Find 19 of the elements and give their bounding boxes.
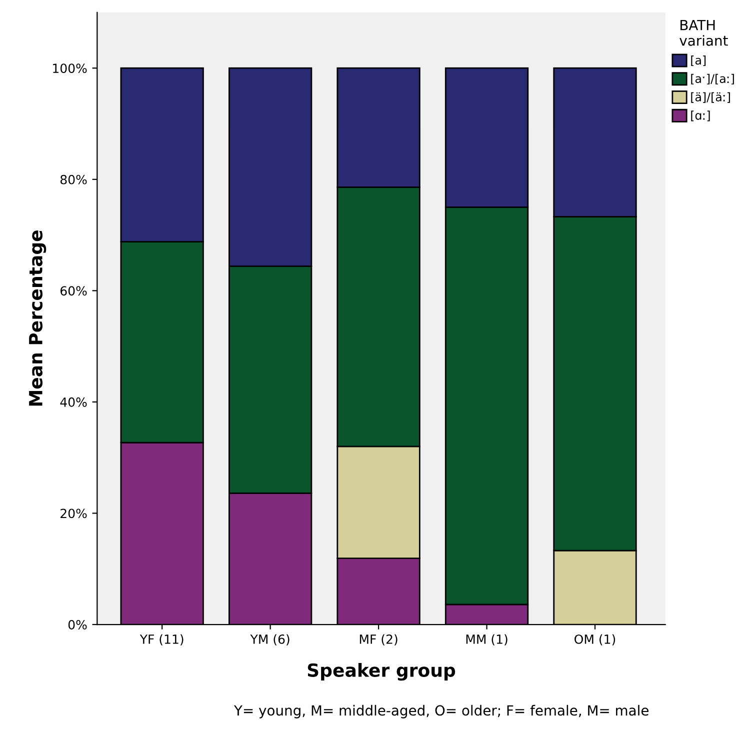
x-tick-label: MM (1) [466,634,508,646]
legend-label: [ä]/[äː] [691,92,730,103]
y-tick-label: 60% [60,286,87,296]
legend-label: [aˑ]/[aː] [691,74,734,84]
y-axis-title: Mean Percentage [29,230,46,406]
x-axis-title: Speaker group [308,663,456,681]
x-tick-label: YM (6) [250,634,290,646]
y-tick-label: 100% [53,64,87,74]
x-tick-label: YF (11) [140,634,184,646]
text: Y= young, M= middle-aged, O= older; F= female, M= male [234,704,648,718]
legend-label: [ɑː] [691,110,710,122]
legend-label: [a] [691,56,706,66]
x-tick-label: OM (1) [574,634,616,646]
x-tick-label: MF (2) [360,634,398,646]
y-tick-label: 40% [60,397,87,407]
y-tick-label: 0% [68,620,87,630]
y-tick-label: 80% [60,174,87,184]
legend-title: BATH variant [680,20,728,46]
y-tick-label: 20% [60,508,87,518]
